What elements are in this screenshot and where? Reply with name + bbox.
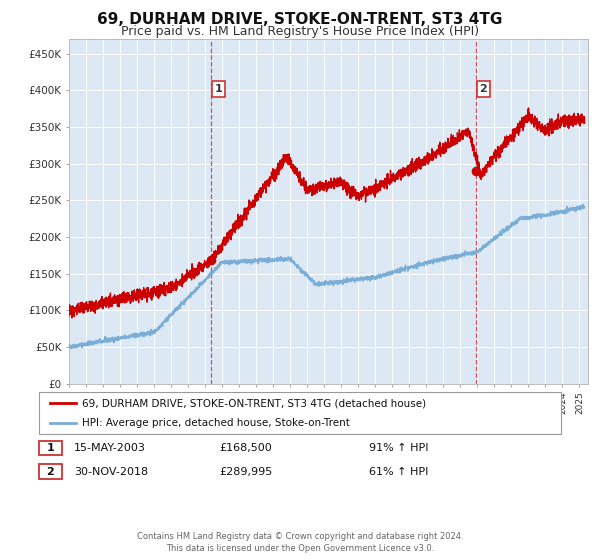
Text: HPI: Average price, detached house, Stoke-on-Trent: HPI: Average price, detached house, Stok… <box>82 418 350 428</box>
Text: 61% ↑ HPI: 61% ↑ HPI <box>369 466 428 477</box>
Text: 1: 1 <box>47 443 54 453</box>
Text: Contains HM Land Registry data © Crown copyright and database right 2024.: Contains HM Land Registry data © Crown c… <box>137 532 463 541</box>
Text: Price paid vs. HM Land Registry's House Price Index (HPI): Price paid vs. HM Land Registry's House … <box>121 25 479 38</box>
Text: 1: 1 <box>215 84 223 94</box>
Text: £289,995: £289,995 <box>219 466 272 477</box>
Text: £168,500: £168,500 <box>219 443 272 453</box>
Text: 91% ↑ HPI: 91% ↑ HPI <box>369 443 428 453</box>
Text: 2: 2 <box>47 466 54 477</box>
Text: 69, DURHAM DRIVE, STOKE-ON-TRENT, ST3 4TG (detached house): 69, DURHAM DRIVE, STOKE-ON-TRENT, ST3 4T… <box>82 398 427 408</box>
Text: 69, DURHAM DRIVE, STOKE-ON-TRENT, ST3 4TG: 69, DURHAM DRIVE, STOKE-ON-TRENT, ST3 4T… <box>97 12 503 27</box>
Text: 30-NOV-2018: 30-NOV-2018 <box>74 466 148 477</box>
Text: 2: 2 <box>479 84 487 94</box>
Text: 15-MAY-2003: 15-MAY-2003 <box>74 443 146 453</box>
Text: This data is licensed under the Open Government Licence v3.0.: This data is licensed under the Open Gov… <box>166 544 434 553</box>
